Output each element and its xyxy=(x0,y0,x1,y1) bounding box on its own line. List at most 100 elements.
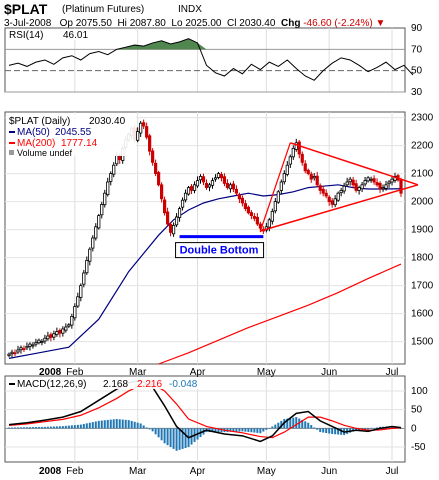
candle-body xyxy=(327,196,331,202)
candle-body xyxy=(142,122,146,127)
macd-histogram-bar xyxy=(130,420,133,429)
candle-body xyxy=(213,177,218,180)
macd-histogram-bar xyxy=(256,428,259,433)
macd-panel-frame xyxy=(4,375,406,463)
candle-body xyxy=(294,142,298,150)
price-tick-label: 2300 xyxy=(411,113,434,124)
candle-body xyxy=(73,306,77,319)
candle-body xyxy=(273,201,277,212)
macd-histogram-bar xyxy=(274,424,277,429)
price-legend-value: 2030.40 xyxy=(89,116,126,127)
macd-histogram-bar xyxy=(76,424,79,429)
candle-body xyxy=(315,175,319,186)
candle-body xyxy=(333,198,337,206)
macd-histogram-bar xyxy=(355,428,358,431)
macd-histogram-bar xyxy=(391,426,394,429)
candle-body xyxy=(303,163,307,172)
macd-histogram-bar xyxy=(34,427,37,429)
ma200-line xyxy=(158,263,402,365)
rsi-tick-label: 30 xyxy=(411,87,423,98)
macd-histogram-bar xyxy=(169,428,172,448)
macd-histogram-bar xyxy=(400,428,402,429)
candle-body xyxy=(168,223,173,233)
macd-histogram-bar xyxy=(217,428,220,433)
candle-body xyxy=(198,175,203,181)
macd-histogram-bar xyxy=(91,422,94,429)
candle-body xyxy=(171,224,176,235)
macd-hist-value: -0.048 xyxy=(169,379,198,390)
price-tick-label: 1700 xyxy=(411,281,434,292)
candle-body xyxy=(19,347,23,351)
candle-body xyxy=(228,184,233,190)
candle-body xyxy=(372,178,376,183)
macd-histogram-bar xyxy=(277,422,280,429)
macd-histogram-bar xyxy=(367,428,370,430)
rsi-tick-label: 90 xyxy=(411,23,423,34)
macd-histogram-bar xyxy=(115,419,118,429)
candle-body xyxy=(31,344,35,347)
macd-histogram-bar xyxy=(292,417,295,429)
macd-histogram-bar xyxy=(148,428,151,430)
macd-histogram-bar xyxy=(268,428,271,429)
macd-legend-label: MACD(12,26,9) xyxy=(17,379,86,390)
candle-body xyxy=(192,184,197,191)
macd-histogram-bar xyxy=(331,428,334,434)
candle-body xyxy=(186,187,191,195)
price-tick-label: 1900 xyxy=(411,225,434,236)
candle-body xyxy=(255,216,259,225)
candle-body xyxy=(58,329,62,334)
candle-body xyxy=(25,345,29,349)
candle-body xyxy=(399,179,403,194)
candle-body xyxy=(109,173,113,182)
ma50-legend-value: 2045.55 xyxy=(55,127,92,138)
macd-histogram-bar xyxy=(172,428,175,449)
candle-body xyxy=(67,324,71,327)
candle-body xyxy=(348,178,352,183)
symbol-label: $PLAT xyxy=(4,1,48,17)
macd-histogram-bar xyxy=(133,421,136,429)
candle-body xyxy=(189,186,194,191)
macd-month-tick-label: Mar xyxy=(129,466,147,477)
candle-body xyxy=(115,154,119,165)
candle-body xyxy=(375,182,379,186)
ma200-legend-value: 1777.14 xyxy=(61,138,98,149)
close-value: 2030.40 xyxy=(239,18,276,29)
candle-body xyxy=(312,175,316,179)
macd-legend-value: 2.168 xyxy=(103,379,128,390)
macd-histogram-bar xyxy=(82,423,85,429)
candle-body xyxy=(76,296,80,307)
candle-body xyxy=(13,352,17,355)
macd-histogram-bar xyxy=(121,419,124,429)
macd-histogram-bar xyxy=(235,428,238,432)
macd-histogram-bar xyxy=(31,427,34,429)
macd-histogram-bar xyxy=(49,426,52,429)
macd-histogram-bar xyxy=(16,427,19,429)
macd-histogram-bar xyxy=(163,428,166,444)
price-tick-label: 1800 xyxy=(411,253,434,264)
triangle-upper-line xyxy=(290,142,419,186)
macd-month-tick-label: Jun xyxy=(321,466,337,477)
candle-body xyxy=(285,164,289,175)
macd-histogram-bar xyxy=(334,428,337,435)
macd-signal-line xyxy=(8,383,402,439)
change-down-icon: ▼ xyxy=(375,18,386,29)
macd-histogram-bar xyxy=(244,428,247,432)
candle-body xyxy=(279,181,283,191)
macd-histogram-bar xyxy=(280,420,283,429)
macd-histogram-bar xyxy=(220,428,223,433)
candle-body xyxy=(52,333,56,338)
macd-histogram-bar xyxy=(67,425,70,429)
candle-body xyxy=(234,188,239,194)
triangle-lower-line xyxy=(260,184,419,232)
month-tick-label: Mar xyxy=(129,367,147,378)
macd-histogram-bar xyxy=(373,428,376,429)
month-tick-label: Jun xyxy=(321,367,337,378)
candle-body xyxy=(366,177,370,182)
macd-histogram-bar xyxy=(370,428,373,429)
macd-histogram-bar xyxy=(88,422,91,429)
candle-body xyxy=(309,173,313,180)
low-label: Lo xyxy=(171,18,183,29)
price-tick-label: 2200 xyxy=(411,141,434,152)
candle-body xyxy=(252,216,256,219)
rsi-tick-label: 70 xyxy=(411,44,423,55)
